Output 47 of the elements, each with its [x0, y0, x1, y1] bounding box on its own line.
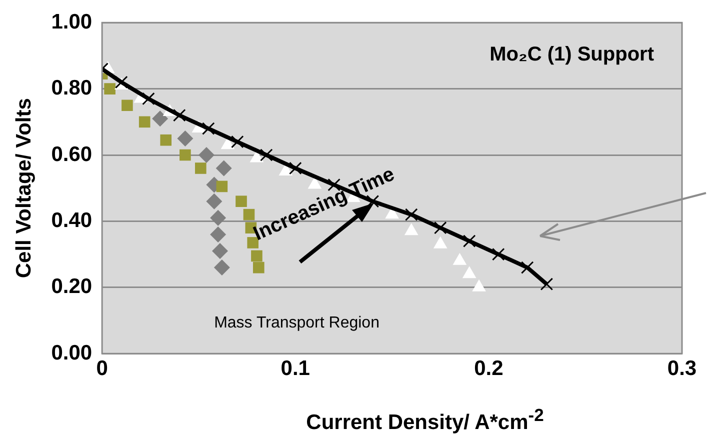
point — [492, 248, 505, 261]
y-tick-label: 0.40 — [51, 208, 92, 232]
y-tick-label: 1.00 — [51, 10, 92, 34]
point — [288, 162, 302, 175]
point — [216, 180, 228, 192]
point — [104, 83, 116, 94]
point — [462, 234, 476, 248]
y-tick-label: 0.80 — [51, 76, 92, 100]
point — [198, 147, 214, 163]
x-tick-label: 0.1 — [280, 356, 310, 380]
x-tick-label: 0.3 — [667, 356, 697, 380]
point — [122, 100, 133, 112]
point — [206, 193, 222, 210]
point — [195, 162, 206, 174]
point — [212, 242, 228, 259]
point — [138, 116, 150, 128]
y-axis-title: Cell Voltage/ Volts — [12, 98, 36, 278]
point — [260, 148, 273, 162]
annotation: Mo₂C (1) Support — [490, 44, 654, 66]
y-tick-label: 0.00 — [51, 341, 92, 364]
point — [434, 221, 447, 234]
x-tick-label: 0.2 — [474, 356, 504, 380]
point — [210, 226, 226, 242]
point — [328, 178, 340, 192]
y-tick-label: 0.20 — [51, 275, 92, 298]
point — [230, 135, 244, 148]
point — [404, 208, 418, 221]
point — [520, 261, 534, 274]
point — [172, 108, 186, 122]
point — [210, 210, 226, 226]
x-axis-title: Current Density/ A*cm$^{-2}$ — [305, 404, 545, 436]
x-tick-label: 0 — [96, 356, 108, 380]
y-tick-label: 0.60 — [51, 142, 92, 166]
point — [180, 149, 191, 161]
point — [252, 262, 264, 274]
point — [177, 130, 194, 146]
point — [202, 122, 215, 135]
annotation: Mass Transport Region — [214, 314, 380, 332]
point — [540, 278, 554, 290]
point — [160, 134, 172, 146]
point — [236, 196, 247, 207]
point — [251, 250, 262, 262]
point — [142, 92, 155, 106]
point — [366, 194, 380, 208]
point — [152, 110, 168, 127]
point — [214, 260, 230, 276]
point — [216, 160, 232, 176]
